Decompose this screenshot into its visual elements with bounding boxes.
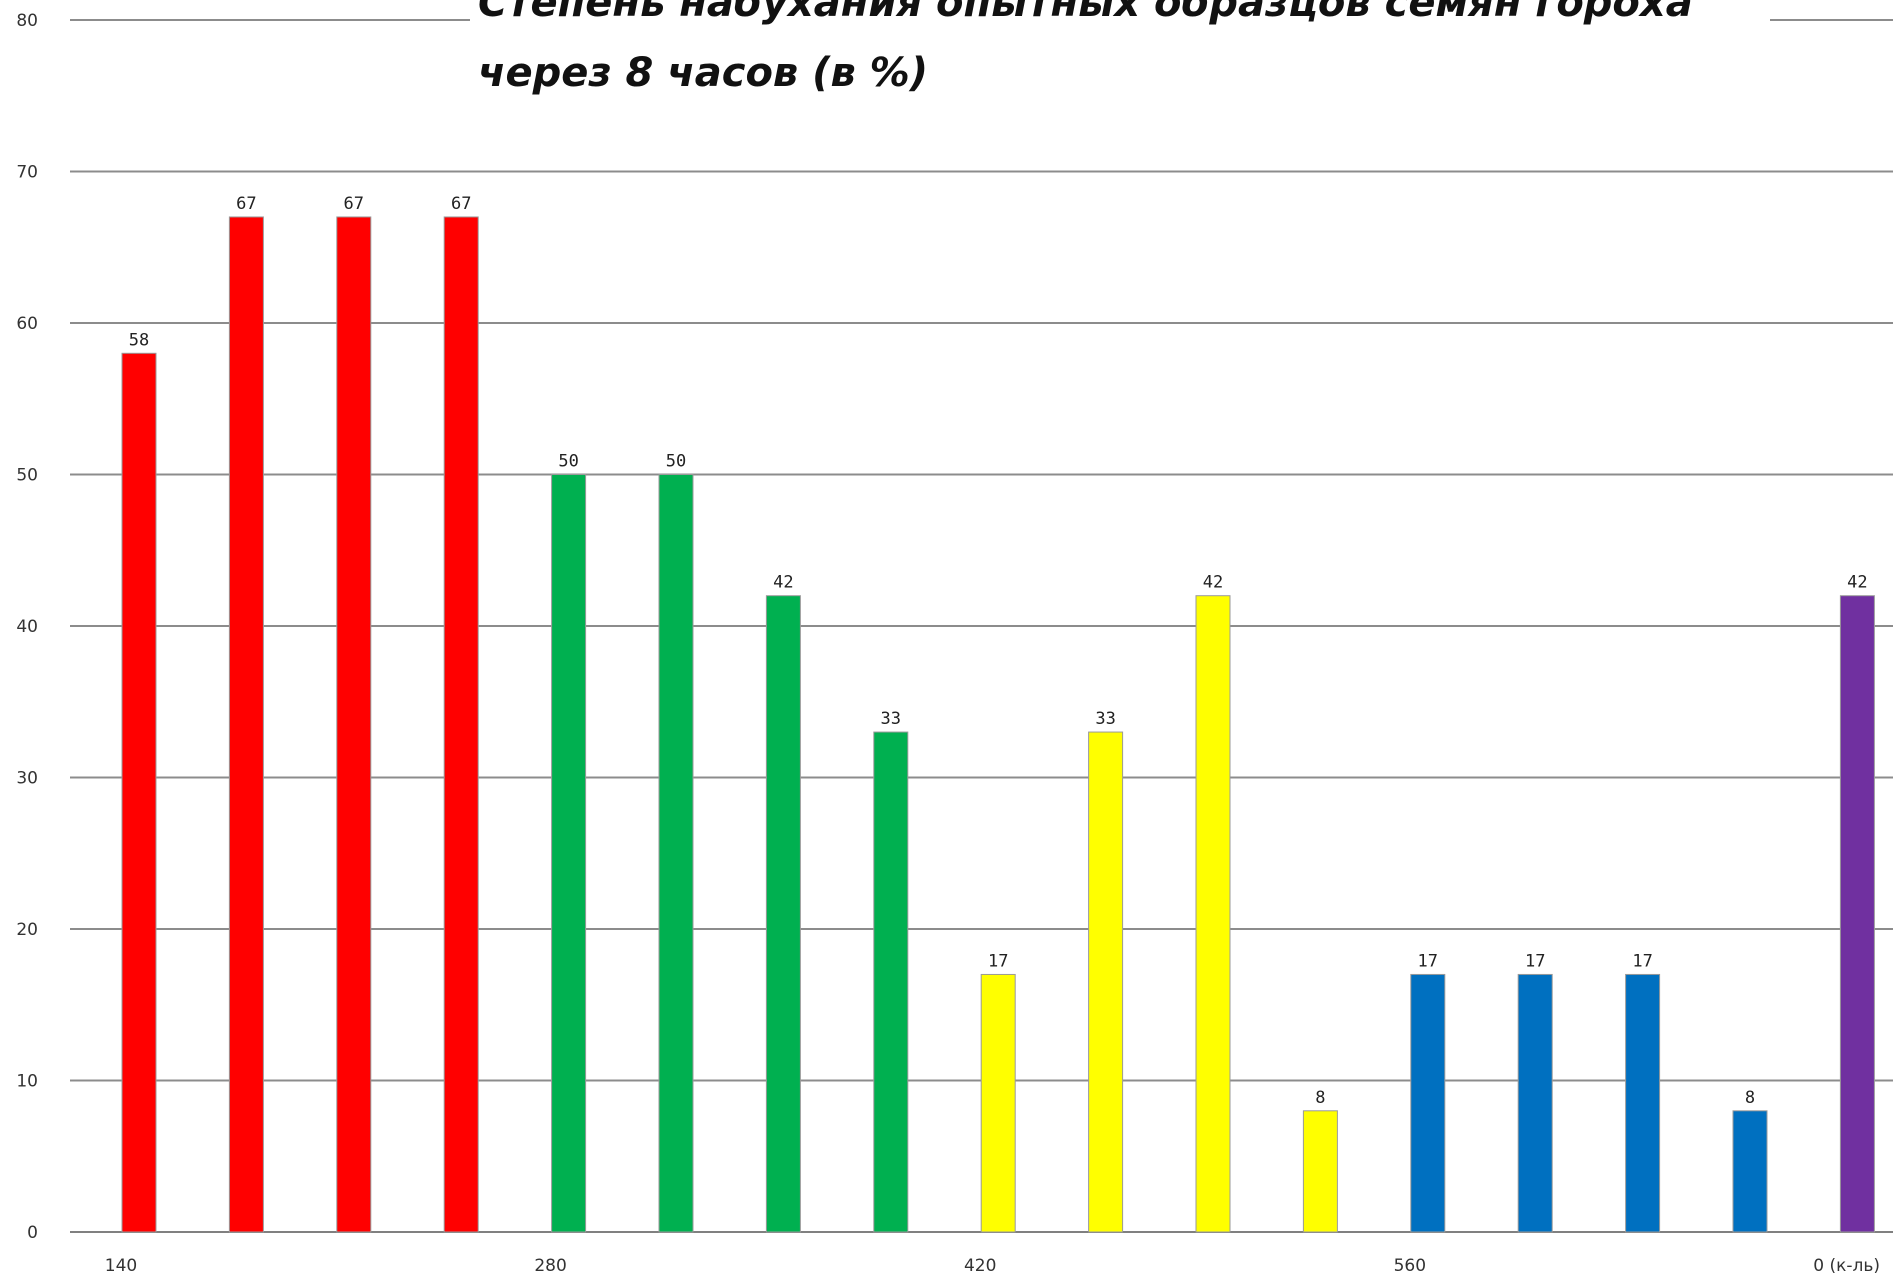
bar-data-label: 17 xyxy=(988,951,1008,971)
bar xyxy=(229,217,263,1232)
y-tick-label: 0 xyxy=(27,1223,38,1243)
x-tick-label: 280 xyxy=(534,1256,566,1276)
y-tick-label: 50 xyxy=(16,466,38,486)
bar xyxy=(1840,596,1874,1232)
chart-title-line-2: через 8 часов (в %) xyxy=(478,50,928,96)
bar xyxy=(1626,974,1660,1232)
bar-data-label: 17 xyxy=(1525,951,1545,971)
bar-data-label: 50 xyxy=(558,452,578,472)
bar xyxy=(337,217,371,1232)
bar xyxy=(659,475,693,1233)
bar xyxy=(981,974,1015,1232)
x-axis-ticks: 140 280 420 560 0 (к-ль) xyxy=(105,1256,1880,1276)
y-tick-label: 80 xyxy=(16,11,38,31)
y-axis-ticks: 0 10 20 30 40 50 60 70 80 xyxy=(16,11,38,1243)
bar-data-label: 33 xyxy=(1095,709,1115,729)
bar-data-label: 67 xyxy=(236,194,256,214)
bar-data-label: 42 xyxy=(1847,573,1867,593)
bar xyxy=(1196,596,1230,1232)
bar-data-label: 17 xyxy=(1632,951,1652,971)
bar xyxy=(874,732,908,1232)
x-tick-label: 0 (к-ль) xyxy=(1813,1256,1880,1276)
bar-data-label: 67 xyxy=(344,194,364,214)
bar-data-label: 17 xyxy=(1418,951,1438,971)
bar-data-label: 58 xyxy=(129,330,149,350)
bar-data-label: 67 xyxy=(451,194,471,214)
bar xyxy=(552,475,586,1233)
y-tick-label: 60 xyxy=(16,314,38,334)
bar xyxy=(1303,1111,1337,1232)
bar xyxy=(444,217,478,1232)
chart-title: Степень набухания опытных образцов семян… xyxy=(470,0,1770,96)
bar-data-label: 8 xyxy=(1745,1088,1755,1108)
bar-data-label: 42 xyxy=(773,573,793,593)
x-tick-label: 420 xyxy=(964,1256,996,1276)
bar xyxy=(122,353,156,1232)
bar-data-label: 50 xyxy=(666,452,686,472)
y-tick-label: 10 xyxy=(16,1072,38,1092)
bar xyxy=(1411,974,1445,1232)
bar xyxy=(766,596,800,1232)
y-tick-label: 30 xyxy=(16,769,38,789)
bar-data-label: 42 xyxy=(1203,573,1223,593)
bar-data-label: 33 xyxy=(881,709,901,729)
bar xyxy=(1733,1111,1767,1232)
chart-title-line-1: Степень набухания опытных образцов семян… xyxy=(478,0,1693,26)
x-tick-label: 560 xyxy=(1394,1256,1426,1276)
bar xyxy=(1518,974,1552,1232)
x-tick-label: 140 xyxy=(105,1256,137,1276)
y-tick-label: 40 xyxy=(16,617,38,637)
data-labels: 58 67 67 67 50 50 42 33 17 33 42 8 17 17 17 8 42 xyxy=(129,194,1868,1108)
y-tick-label: 70 xyxy=(16,163,38,183)
bar-data-label: 8 xyxy=(1315,1088,1325,1108)
bar xyxy=(1089,732,1123,1232)
y-tick-label: 20 xyxy=(16,920,38,940)
